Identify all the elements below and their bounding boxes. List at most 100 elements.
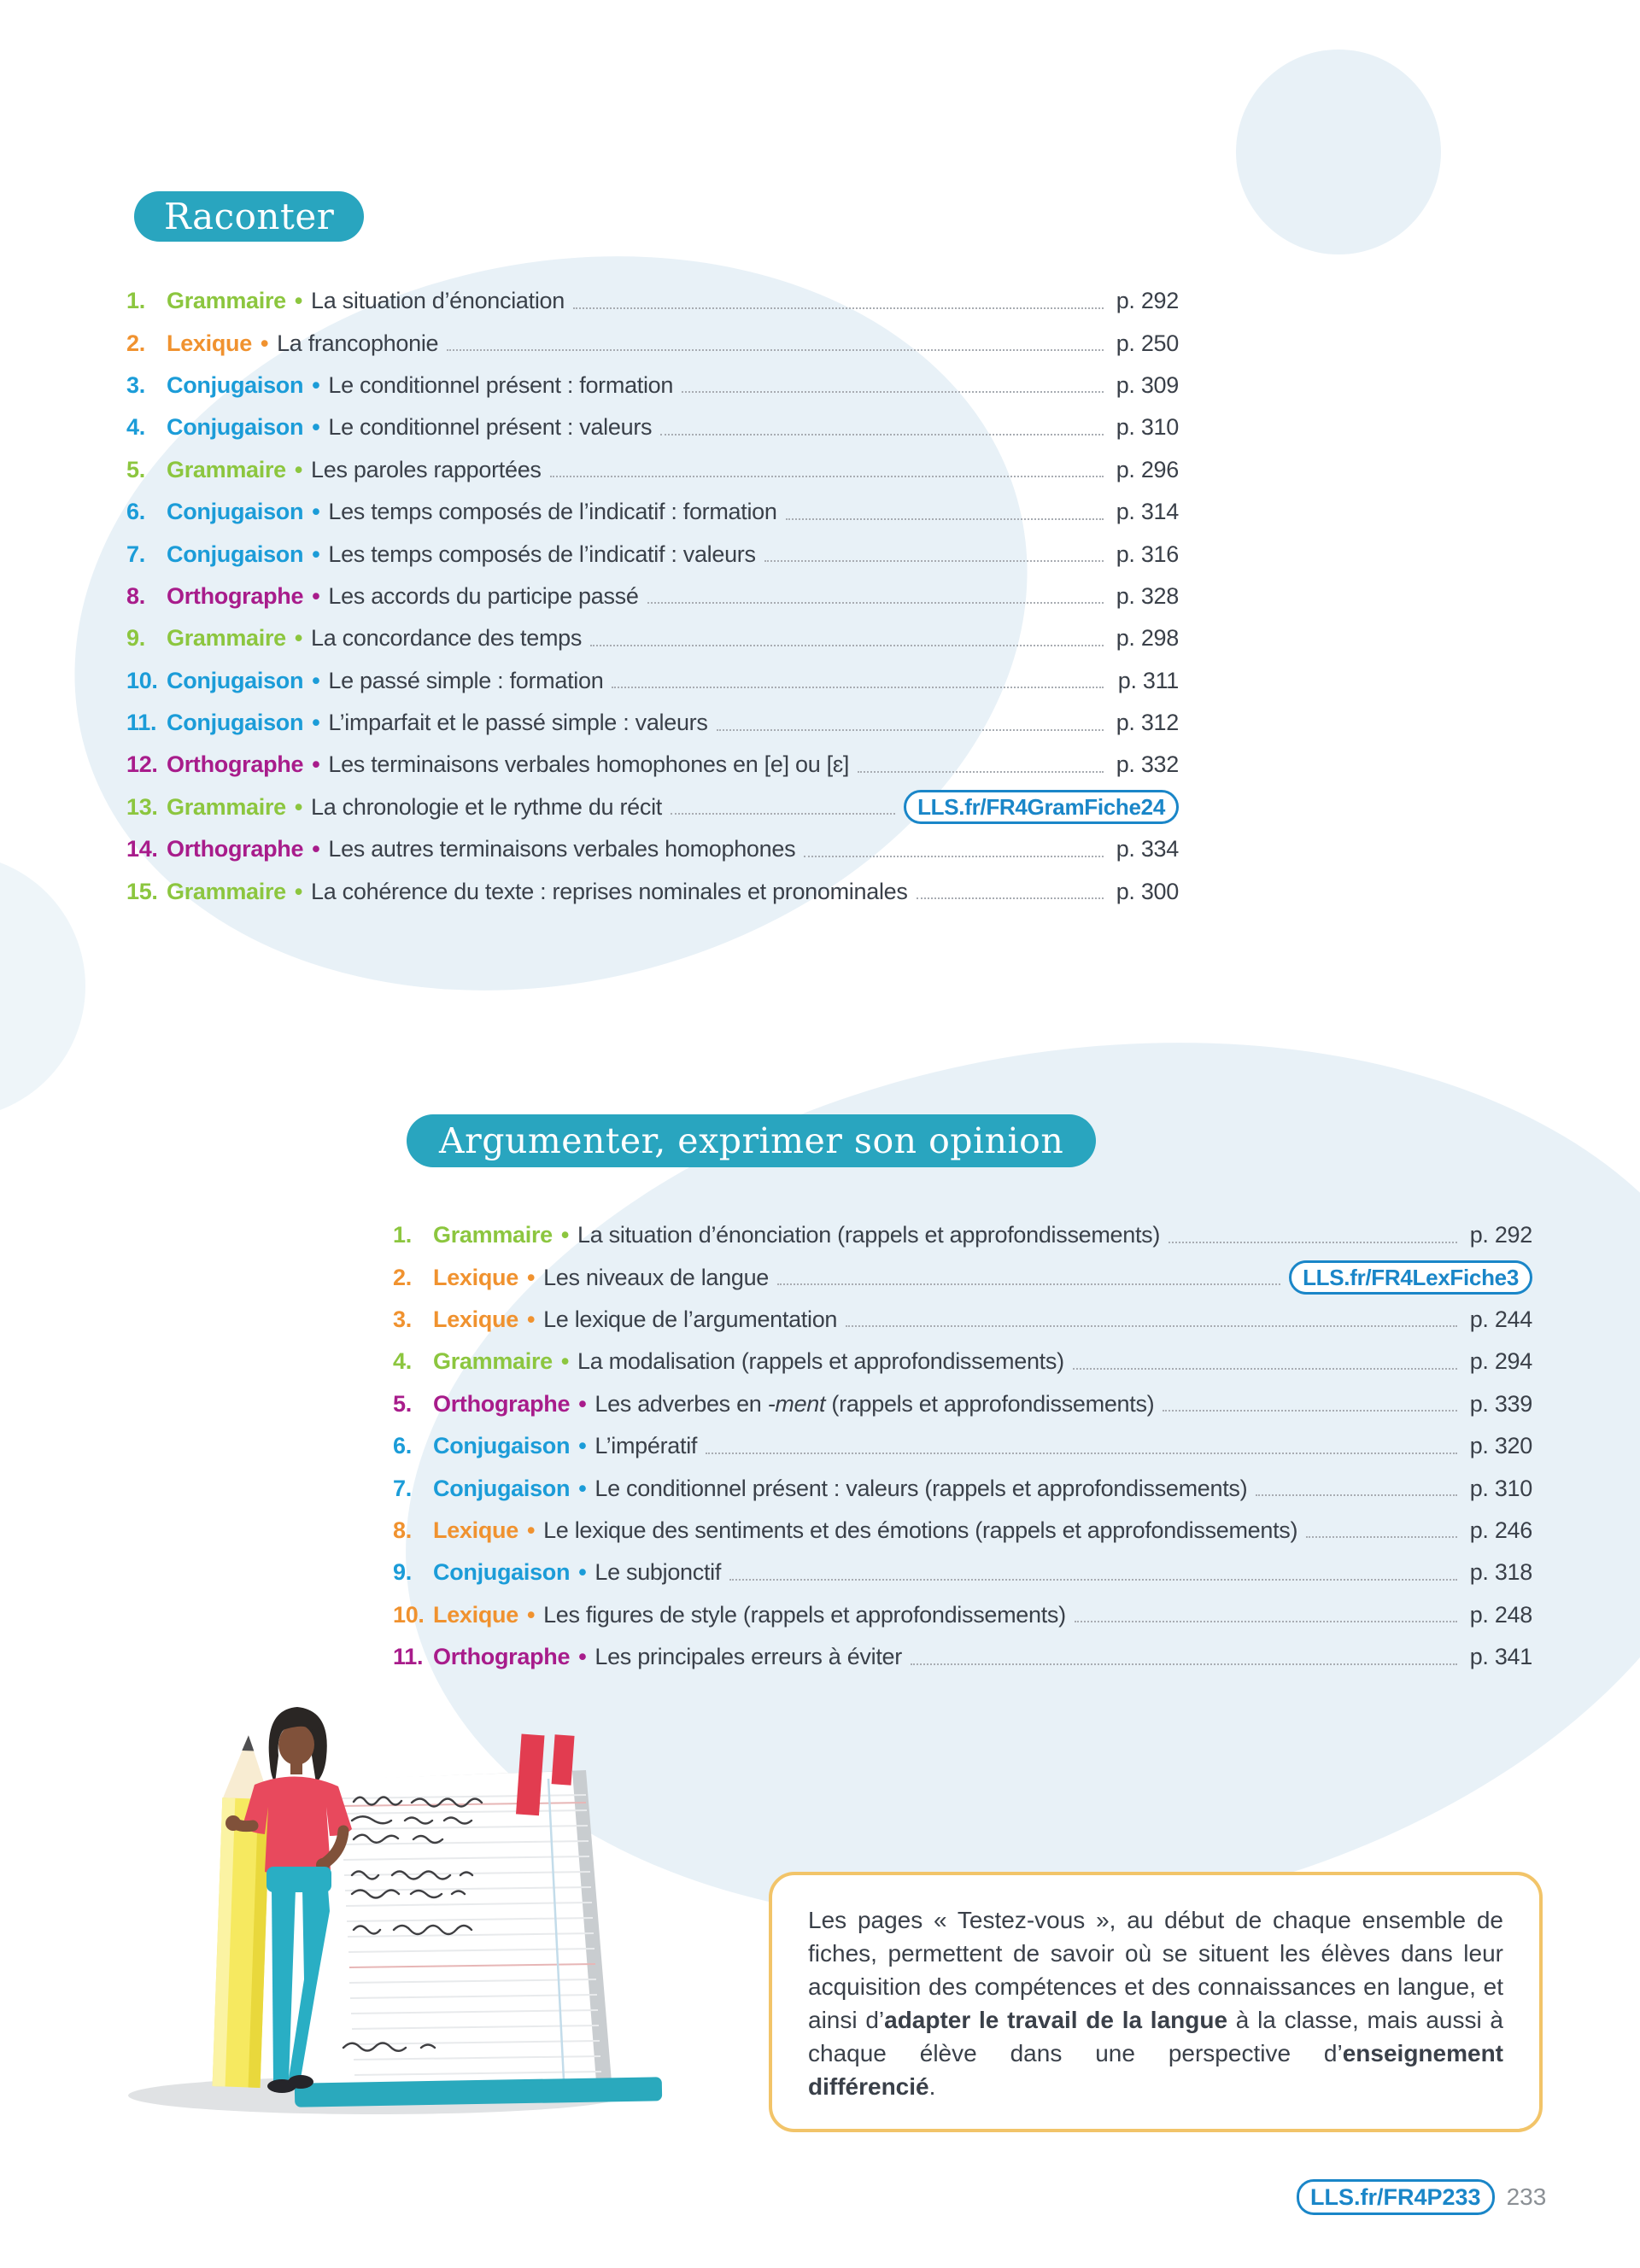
dotted-leader: [647, 602, 1104, 605]
item-number: 6.: [393, 1433, 412, 1459]
bullet-separator: •: [312, 582, 320, 609]
toc-row: 3. Conjugaison • Le conditionnel présent…: [126, 365, 1179, 406]
toc-row: 12. Orthographe • Les terminaisons verba…: [126, 744, 1179, 786]
item-number: 13.: [126, 793, 158, 820]
item-number: 2.: [126, 330, 145, 356]
item-page: p. 250: [1116, 330, 1180, 356]
info-box: Les pages « Testez-vous », au début de c…: [769, 1872, 1543, 2132]
toc-row: 15. Grammaire • La cohérence du texte : …: [126, 870, 1179, 912]
item-category: Conjugaison: [433, 1559, 571, 1586]
dotted-leader: [549, 476, 1104, 478]
item-page: p. 300: [1116, 878, 1180, 904]
handwriting-scribbles: [342, 1796, 483, 2052]
toc-row: 8. Lexique • Le lexique des sentiments e…: [393, 1510, 1532, 1552]
item-category: Grammaire: [167, 288, 286, 314]
illustration-person: [226, 1707, 352, 2093]
item-title: Les adverbes en -ment (rappels et approf…: [594, 1390, 1155, 1417]
item-page: p. 316: [1116, 541, 1180, 567]
item-title: Les autres terminaisons verbales homopho…: [328, 836, 796, 862]
bullet-separator: •: [526, 1264, 536, 1290]
dotted-leader: [682, 391, 1104, 394]
item-category: Orthographe: [167, 751, 304, 778]
item-link-badge[interactable]: LLS.fr/FR4GramFiche24: [904, 790, 1179, 825]
background-blob-cutout: [0, 585, 43, 786]
section-badge-argumenter: Argumenter, exprimer son opinion: [407, 1114, 1097, 1167]
dotted-leader: [706, 1452, 1457, 1454]
background-blob-left: [0, 854, 85, 1119]
toc-row: 14. Orthographe • Les autres terminaison…: [126, 828, 1179, 870]
item-category: Lexique: [167, 330, 252, 356]
notebook-paper: [308, 1733, 612, 2090]
toc-row: 9. Grammaire • La concordance des temps …: [126, 617, 1179, 659]
toc-row: 6. Conjugaison • L’impératif p. 320: [393, 1425, 1532, 1467]
item-category: Lexique: [433, 1264, 518, 1290]
dotted-leader: [612, 687, 1104, 689]
dotted-leader: [1072, 1367, 1457, 1370]
item-page: p. 328: [1116, 582, 1180, 609]
bullet-separator: •: [526, 1306, 536, 1332]
item-category: Lexique: [433, 1306, 518, 1332]
item-category: Orthographe: [167, 582, 304, 609]
item-number: 6.: [126, 499, 145, 525]
item-category: Grammaire: [167, 793, 286, 820]
toc-row: 7. Conjugaison • Les temps composés de l…: [126, 533, 1179, 575]
item-category: Orthographe: [167, 836, 304, 862]
item-link-badge[interactable]: LLS.fr/FR4LexFiche3: [1289, 1260, 1532, 1295]
item-page: p. 339: [1469, 1390, 1533, 1417]
bullet-separator: •: [294, 288, 303, 314]
dotted-leader: [777, 1283, 1281, 1286]
page-number: 233: [1506, 2183, 1547, 2210]
bullet-separator: •: [312, 836, 320, 862]
item-category: Lexique: [433, 1601, 518, 1628]
toc-row: 7. Conjugaison • Le conditionnel présent…: [393, 1467, 1532, 1509]
bullet-separator: •: [578, 1644, 587, 1670]
dotted-leader: [572, 307, 1104, 309]
dotted-leader: [804, 855, 1104, 857]
item-category: Conjugaison: [167, 541, 304, 567]
item-number: 11.: [393, 1644, 424, 1670]
dotted-leader: [729, 1578, 1457, 1581]
item-category: Lexique: [433, 1517, 518, 1543]
toc-row: 1. Grammaire • La situation d’énonciatio…: [126, 280, 1179, 322]
dotted-leader: [910, 1663, 1457, 1665]
item-title: La chronologie et le rythme du récit: [311, 793, 662, 820]
item-title: Le conditionnel présent : valeurs (rappe…: [594, 1475, 1248, 1501]
bullet-separator: •: [578, 1390, 587, 1417]
item-number: 8.: [126, 582, 145, 609]
bullet-separator: •: [260, 330, 269, 356]
notebook-base-bar: [294, 2077, 663, 2107]
item-number: 4.: [126, 414, 145, 441]
toc-list-argumenter: 1. Grammaire • La situation d’énonciatio…: [393, 1214, 1532, 1678]
item-page: p. 341: [1469, 1644, 1533, 1670]
item-category: Conjugaison: [167, 710, 304, 736]
dotted-leader: [1256, 1494, 1457, 1497]
bullet-separator: •: [312, 667, 320, 693]
dotted-leader: [447, 349, 1104, 352]
dotted-leader: [1168, 1241, 1457, 1243]
item-page: p. 298: [1116, 625, 1180, 652]
bullet-separator: •: [294, 456, 303, 482]
item-page: p. 334: [1116, 836, 1180, 862]
item-page: p. 294: [1469, 1348, 1533, 1375]
item-number: 2.: [393, 1264, 412, 1290]
item-title: L’impératif: [594, 1433, 698, 1459]
item-category: Grammaire: [433, 1222, 553, 1248]
item-title: Le lexique de l’argumentation: [543, 1306, 838, 1332]
bullet-separator: •: [312, 751, 320, 778]
item-page: p. 311: [1117, 667, 1180, 693]
bullet-separator: •: [560, 1348, 570, 1375]
dotted-leader: [916, 897, 1104, 900]
item-page: p. 248: [1469, 1601, 1533, 1628]
page-link-badge[interactable]: LLS.fr/FR4P233: [1297, 2179, 1495, 2215]
page-footer: LLS.fr/FR4P233 233: [1297, 2179, 1546, 2215]
item-page: p. 320: [1469, 1433, 1533, 1459]
bullet-separator: •: [312, 371, 320, 398]
toc-row: 1. Grammaire • La situation d’énonciatio…: [393, 1214, 1532, 1256]
item-page: p. 332: [1116, 751, 1180, 778]
item-number: 9.: [126, 625, 145, 652]
item-title: La cohérence du texte : reprises nominal…: [311, 878, 908, 904]
item-page: p. 292: [1116, 288, 1180, 314]
item-title: Les terminaisons verbales homophones en …: [328, 751, 850, 778]
item-category: Grammaire: [167, 625, 286, 652]
